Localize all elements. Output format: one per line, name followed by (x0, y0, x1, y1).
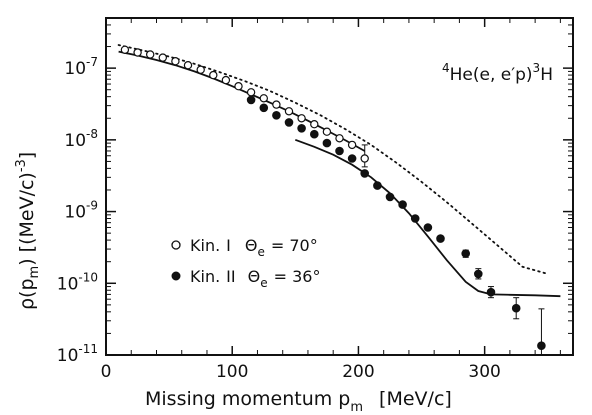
legend-label-kin2: Kin. II Θe = 36° (190, 267, 320, 290)
data-point-kin2 (436, 234, 445, 243)
data-point-kin2 (398, 200, 407, 209)
data-point-kin2 (246, 95, 256, 105)
data-point-kin2 (360, 169, 370, 178)
legend-marker-open (171, 240, 181, 250)
plot-frame (105, 17, 574, 356)
data-point-kin1 (133, 48, 142, 57)
data-point-kin1 (234, 81, 243, 91)
data-point-kin2 (410, 214, 420, 223)
data-point-kin1 (183, 60, 193, 70)
data-point-kin2 (259, 103, 269, 113)
legend: Kin. I Θe = 70° Kin. II Θe = 36° (171, 236, 320, 290)
y-tick-label: 10-11 (57, 342, 98, 366)
data-point-kin1 (158, 53, 167, 62)
data-point-kin2 (474, 269, 483, 279)
data-point-kin2 (322, 138, 332, 148)
data-point-kin2 (511, 303, 521, 313)
data-point-kin1 (259, 94, 268, 103)
data-point-kin1 (347, 140, 357, 150)
data-point-kin2 (310, 129, 319, 139)
data-point-kin2 (272, 111, 281, 120)
data-point-kin1 (297, 114, 306, 123)
theory-curve-solid-1 (118, 50, 366, 152)
legend-label-kin1: Kin. I Θe = 70° (190, 236, 318, 259)
data-points (120, 45, 546, 351)
y-tick-label: 10-7 (64, 55, 98, 79)
data-point-kin1 (322, 127, 332, 136)
data-point-kin2 (373, 181, 382, 190)
data-point-kin2 (461, 249, 471, 258)
data-point-kin2 (537, 341, 546, 351)
data-point-kin1 (335, 134, 344, 143)
y-tick-label: 10-9 (64, 199, 98, 223)
data-point-kin1 (221, 75, 231, 85)
data-point-kin2 (297, 124, 306, 133)
data-point-kin2 (385, 192, 395, 202)
data-point-kin2 (423, 223, 433, 232)
data-point-kin1 (209, 70, 218, 80)
data-point-kin1 (246, 88, 256, 97)
x-tick-label: 200 (342, 362, 374, 382)
data-point-kin1 (360, 154, 369, 163)
x-tick-label: 100 (216, 362, 248, 382)
x-tick-label: 0 (101, 362, 112, 382)
data-point-kin1 (284, 107, 294, 116)
error-bars (361, 144, 545, 356)
data-point-kin2 (347, 154, 357, 163)
data-point-kin1 (145, 50, 155, 59)
data-point-kin1 (120, 45, 130, 55)
reaction-annotation: 4He(e, e′p)3H (442, 61, 553, 85)
y-tick-label: 10-10 (57, 270, 98, 294)
theory-curve-solid-2 (294, 138, 561, 298)
y-tick-label: 10-8 (64, 127, 98, 151)
data-point-kin2 (284, 118, 294, 127)
x-tick-label: 300 (468, 362, 500, 382)
data-point-kin1 (171, 57, 180, 66)
legend-marker-filled (171, 271, 181, 281)
data-point-kin1 (196, 65, 205, 74)
data-point-kin1 (310, 119, 319, 129)
y-axis-title: ρ(pm) [(MeV/c)-3] (14, 152, 42, 310)
x-axis-title: Missing momentum pm [MeV/c] (145, 388, 452, 415)
data-point-kin2 (486, 287, 496, 297)
data-point-kin1 (272, 100, 281, 109)
data-point-kin2 (335, 146, 344, 156)
